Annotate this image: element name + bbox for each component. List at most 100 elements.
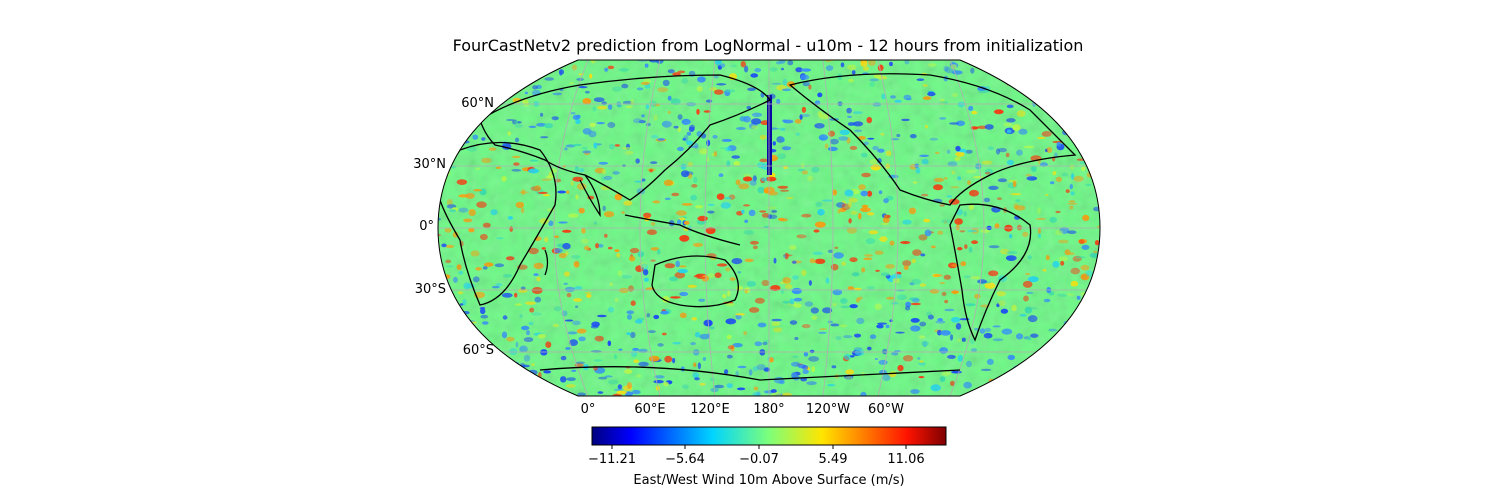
wind-speckle <box>1017 63 1027 70</box>
chart-title: FourCastNetv2 prediction from LogNormal … <box>452 36 1084 55</box>
wind-speckle <box>491 373 497 378</box>
lat-label-0: 0° <box>419 219 434 234</box>
wind-speckle <box>1015 86 1025 89</box>
wind-speckle <box>1039 366 1049 373</box>
wind-speckle <box>1078 344 1088 347</box>
lon-label-180: 180° <box>753 402 785 417</box>
lon-label-120e: 120°E <box>690 402 730 417</box>
lon-label-60w: 60°W <box>868 402 904 417</box>
wind-speckle <box>1075 111 1080 117</box>
wind-speckle <box>506 67 513 72</box>
wind-speckle <box>1064 352 1071 357</box>
wind-speckle <box>1097 124 1100 128</box>
wind-speckle <box>438 62 442 66</box>
wind-speckle <box>446 154 452 161</box>
wind-speckle <box>1069 320 1080 326</box>
wind-speckle <box>520 73 529 78</box>
wind-speckle <box>1081 338 1087 343</box>
wind-speckle <box>1027 60 1037 67</box>
wind-speckle <box>545 60 554 65</box>
wind-speckle <box>1077 330 1088 334</box>
wind-speckle <box>1063 123 1073 127</box>
wind-speckle <box>472 60 478 61</box>
wind-speckle <box>1098 332 1100 340</box>
wind-speckle <box>1093 127 1098 135</box>
wind-speckle <box>483 76 493 83</box>
colorbar-tick-label: −0.07 <box>739 452 779 467</box>
wind-speckle <box>438 150 442 153</box>
wind-speckle <box>1055 60 1063 67</box>
wind-speckle <box>491 78 498 84</box>
wind-speckle <box>1041 376 1050 380</box>
colorbar <box>591 426 947 446</box>
wind-speckle <box>1080 375 1087 382</box>
wind-speckle <box>1048 376 1056 383</box>
wind-speckle <box>463 129 471 132</box>
wind-speckle <box>1059 380 1070 387</box>
wind-speckle <box>1097 174 1100 177</box>
wind-speckle <box>503 58 510 60</box>
coastlines <box>439 69 1077 381</box>
wind-speckle <box>1091 60 1099 61</box>
wind-speckle <box>1076 135 1084 139</box>
wind-speckle <box>1093 60 1100 67</box>
wind-speckle <box>478 386 483 390</box>
wind-speckle <box>468 119 476 124</box>
wind-speckle <box>1094 103 1100 107</box>
wind-speckle <box>974 60 983 61</box>
wind-speckle <box>1073 92 1079 96</box>
wind-speckle <box>1083 60 1088 66</box>
wind-speckle <box>1066 380 1077 387</box>
wind-speckle <box>1089 60 1098 62</box>
wind-speckle <box>1040 386 1048 393</box>
wind-speckle <box>439 152 446 156</box>
wind-speckle <box>994 381 999 387</box>
wind-speckle <box>1089 131 1097 138</box>
wind-field <box>438 57 1100 396</box>
wind-speckle <box>1049 348 1053 353</box>
wind-speckle <box>1047 92 1052 98</box>
wind-speckle <box>1063 92 1074 97</box>
wind-speckle <box>1056 63 1067 69</box>
wind-speckle <box>1010 78 1014 86</box>
wind-speckle <box>1091 385 1100 388</box>
wind-speckle <box>438 76 440 82</box>
wind-speckle <box>1064 82 1069 85</box>
wind-speckle <box>465 118 469 126</box>
wind-speckle <box>986 60 990 63</box>
lat-label-30n: 30°N <box>413 157 446 172</box>
wind-speckle <box>483 57 493 60</box>
wind-speckle <box>1040 85 1047 91</box>
wind-speckle <box>450 126 461 132</box>
wind-speckle <box>548 389 555 396</box>
wind-speckle <box>1058 364 1067 370</box>
wind-speckle <box>438 61 447 65</box>
wind-speckle <box>541 390 549 393</box>
colorbar-tick-label: 5.49 <box>818 452 848 467</box>
wind-speckle <box>1053 395 1062 396</box>
wind-speckle <box>1042 85 1049 88</box>
wind-speckle <box>496 381 505 386</box>
wind-speckle <box>456 127 465 132</box>
wind-speckle <box>474 335 479 341</box>
wind-speckle <box>548 64 555 69</box>
wind-speckle <box>483 89 490 92</box>
wind-speckle <box>1093 104 1100 111</box>
wind-speckle <box>1069 125 1078 128</box>
wind-speckle <box>983 392 991 396</box>
wind-speckle <box>502 60 514 63</box>
wind-speckle <box>1081 99 1092 105</box>
wind-speckle <box>543 60 554 63</box>
wind-speckle <box>1079 92 1083 98</box>
wind-speckle <box>1057 64 1067 72</box>
wind-speckle <box>1059 387 1066 392</box>
wind-speckle <box>1074 379 1079 382</box>
wind-speckle <box>1045 366 1055 373</box>
wind-speckle <box>1061 109 1068 114</box>
wind-speckle <box>445 148 456 154</box>
wind-speckle <box>1044 75 1052 78</box>
wind-speckle <box>1094 61 1100 69</box>
wind-speckle <box>476 90 481 94</box>
